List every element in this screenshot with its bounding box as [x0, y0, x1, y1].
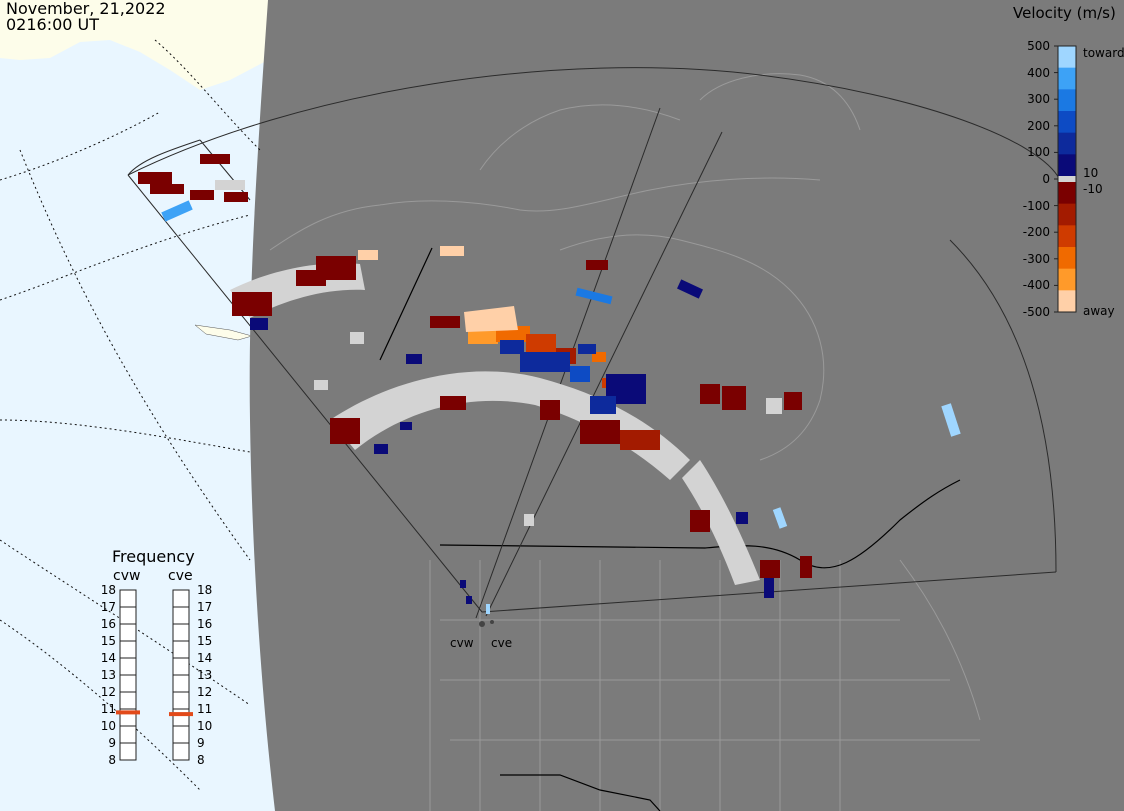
site-marker-cve	[490, 620, 494, 624]
frequency-marker-cve	[169, 712, 193, 717]
velocity-tick-label: 200	[1027, 118, 1050, 133]
velocity-bar-segment-away	[1058, 182, 1076, 205]
frequency-tick-label: 15	[197, 634, 213, 648]
velocity-bar-segment-toward	[1058, 154, 1076, 177]
velocity-tick-label: -400	[1022, 278, 1050, 293]
frequency-tick-label: 13	[197, 668, 213, 682]
velocity-toward-label: toward	[1083, 46, 1124, 60]
velocity-bar-segment-ground	[1058, 176, 1076, 182]
frequency-tick-label: 16	[197, 617, 213, 631]
frequency-tick-label: 11	[100, 702, 116, 716]
velocity-toward-cells	[161, 200, 961, 614]
frequency-gauges	[116, 589, 193, 761]
frequency-tick-label: 12	[197, 685, 213, 699]
velocity-bar-segment-toward	[1058, 132, 1076, 155]
velocity-tick-label: 100	[1027, 145, 1050, 160]
frequency-tick-label: 17	[100, 600, 116, 614]
velocity-tick-label: -500	[1022, 305, 1050, 319]
frequency-tick-label: 14	[197, 651, 213, 665]
alaska-border	[379, 247, 433, 361]
us-canada-border	[439, 479, 961, 569]
site-label-cvw: cvw	[450, 636, 474, 650]
graticule	[0, 39, 261, 791]
velocity-threshold-negative: -10	[1083, 182, 1103, 196]
frequency-tick-label: 9	[197, 736, 205, 750]
velocity-away-label: away	[1083, 304, 1115, 318]
velocity-bar-segment-toward	[1058, 111, 1076, 134]
velocity-bar-segment-away	[1058, 247, 1076, 270]
velocity-bar-segment-toward	[1058, 89, 1076, 112]
velocity-tick-label: 300	[1027, 92, 1050, 107]
velocity-scale-title: Velocity (m/s)	[1013, 4, 1116, 22]
velocity-bar-segment-away	[1058, 225, 1076, 248]
velocity-bar-segment-toward	[1058, 46, 1076, 69]
frequency-title: Frequency	[112, 547, 195, 566]
velocity-bar-segment-toward	[1058, 67, 1076, 90]
frequency-radar-label-cvw: cvw	[113, 568, 141, 584]
frequency-tick-label: 15	[100, 634, 116, 648]
frequency-tick-label: 10	[197, 719, 213, 733]
velocity-bar-segment-away	[1058, 268, 1076, 291]
boundaries	[269, 73, 981, 811]
time-label: 0216:00 UT	[6, 15, 100, 34]
velocity-tick-label: -100	[1022, 198, 1050, 213]
velocity-bar-segment-away	[1058, 290, 1076, 313]
sunlit-land	[0, 0, 268, 90]
frequency-tick-label: 10	[100, 719, 116, 733]
velocity-bar-segment-away	[1058, 203, 1076, 226]
us-mexico-border	[500, 774, 661, 811]
frequency-tick-label: 18	[100, 583, 116, 597]
date-label: November, 21,2022	[6, 0, 166, 18]
frequency-tick-label: 9	[108, 736, 116, 750]
frequency-tick-label: 17	[197, 600, 213, 614]
velocity-tick-label: 0	[1042, 172, 1050, 186]
frequency-tick-label: 14	[100, 651, 116, 665]
velocity-tick-label: 400	[1027, 65, 1050, 80]
frequency-tick-label: 8	[108, 753, 116, 767]
fields-of-view	[127, 67, 1061, 619]
site-label-cve: cve	[491, 636, 513, 650]
velocity-tick-label: -200	[1022, 225, 1050, 240]
velocity-threshold-positive: 10	[1083, 166, 1099, 180]
frequency-tick-label: 13	[100, 668, 116, 682]
frequency-marker-cvw	[116, 710, 140, 715]
velocity-colorbar	[1054, 45, 1077, 313]
island-yukon-delta	[194, 324, 253, 341]
velocity-tick-label: -300	[1022, 251, 1050, 266]
site-marker-cvw	[479, 621, 485, 627]
frequency-tick-label: 12	[100, 685, 116, 699]
velocity-tick-label: 500	[1027, 39, 1050, 53]
frequency-tick-label: 11	[197, 702, 213, 716]
frequency-tick-label: 18	[197, 583, 213, 597]
frequency-tick-label: 8	[197, 753, 205, 767]
frequency-tick-label: 16	[100, 617, 116, 631]
frequency-radar-label-cve: cve	[168, 568, 193, 584]
